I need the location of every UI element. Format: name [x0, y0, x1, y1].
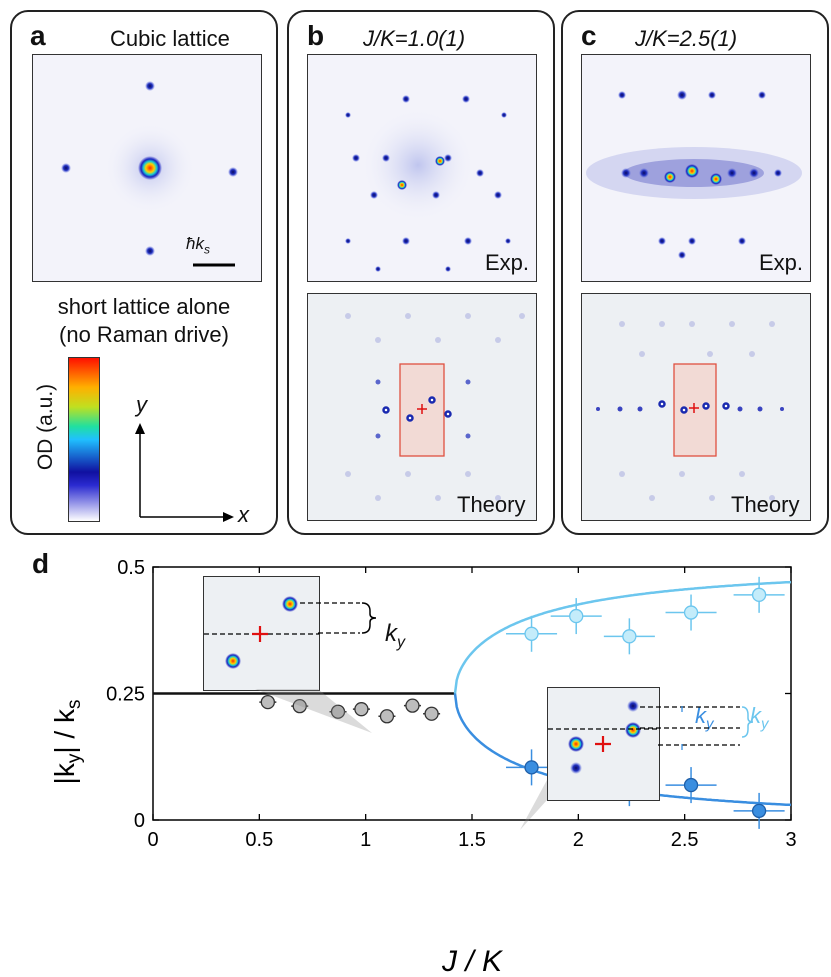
panel-label-a: a — [30, 20, 46, 51]
panel-a-title: Cubic lattice — [110, 26, 230, 51]
panel-b-exp-tag: Exp. — [485, 250, 530, 275]
panel-label-b: b — [307, 20, 325, 51]
panel-c-experiment-image — [581, 54, 811, 282]
panel-b-title: J/K=1.0(1) — [363, 26, 466, 51]
data-point — [424, 706, 439, 721]
panel-a: a Cubic lattice — [10, 10, 278, 535]
data-point — [524, 760, 539, 775]
upper-branch-curve — [453, 580, 792, 694]
panel-c-exp-tag: Exp. — [759, 250, 804, 275]
colorbar-label: OD (a.u.) — [34, 383, 57, 471]
data-point — [751, 803, 767, 819]
y-tick-label: 0.5 — [117, 557, 145, 579]
data-point — [379, 709, 395, 724]
data-point — [292, 698, 307, 714]
x-tick-label: 2 — [573, 829, 584, 851]
x-tick-label: 3 — [785, 829, 796, 851]
inset-left-ky-label: ky — [385, 620, 405, 651]
x-axis-label: J / K — [441, 945, 504, 977]
inset-right — [547, 687, 660, 801]
panel-b-theory-tag: Theory — [457, 492, 526, 517]
data-point — [260, 694, 275, 710]
panel-b-theory-image — [307, 293, 537, 521]
panel-c-theory-tag: Theory — [731, 492, 800, 517]
data-point — [405, 698, 420, 713]
panel-c: c J/K=2.5(1) Exp. — [561, 10, 829, 535]
panel-b: b J/K=1.0(1) Exp. — [287, 10, 555, 535]
panel-b-experiment-image — [307, 54, 537, 282]
data-point — [683, 605, 699, 620]
chart-d: |ky| / ks J / K 0 0.5 1 1.5 2 2.5 3 0 0.25 0.5 — [49, 557, 797, 977]
panel-c-title: J/K=2.5(1) — [635, 26, 738, 51]
data-point — [683, 777, 699, 793]
panel-label-c: c — [581, 20, 597, 51]
x-tick-label: 1.5 — [458, 829, 486, 851]
data-point — [354, 702, 369, 717]
inset-left — [203, 576, 320, 691]
scalebar-label: ħks — [186, 234, 210, 257]
panel-label-d: d — [32, 548, 50, 579]
data-point — [524, 626, 539, 641]
x-tick-label: 0.5 — [245, 829, 273, 851]
data-point — [751, 587, 767, 602]
data-point — [569, 608, 584, 624]
colorbar — [68, 357, 100, 522]
inset-right-ky-label-dark: ky — [695, 703, 714, 733]
x-tick-label: 1 — [360, 829, 371, 851]
data-point — [622, 629, 637, 644]
y-axis-label: |ky| / ks — [49, 700, 85, 785]
caption-line-1: short lattice alone — [57, 294, 231, 319]
axis-x-label: x — [238, 502, 249, 527]
y-tick-label: 0.25 — [106, 684, 145, 706]
panel-c-theory-image — [581, 293, 811, 521]
cubic-lattice-image — [32, 54, 262, 282]
x-tick-label: 2.5 — [671, 829, 699, 851]
inset-right-ky-label-light: ky — [750, 703, 769, 733]
axis-arrows — [135, 423, 234, 522]
axis-y-label: y — [136, 392, 147, 417]
y-tick-label: 0 — [134, 810, 145, 832]
x-tick-label: 0 — [147, 829, 158, 851]
caption-line-2: (no Raman drive) — [59, 322, 229, 347]
data-point — [330, 704, 346, 719]
